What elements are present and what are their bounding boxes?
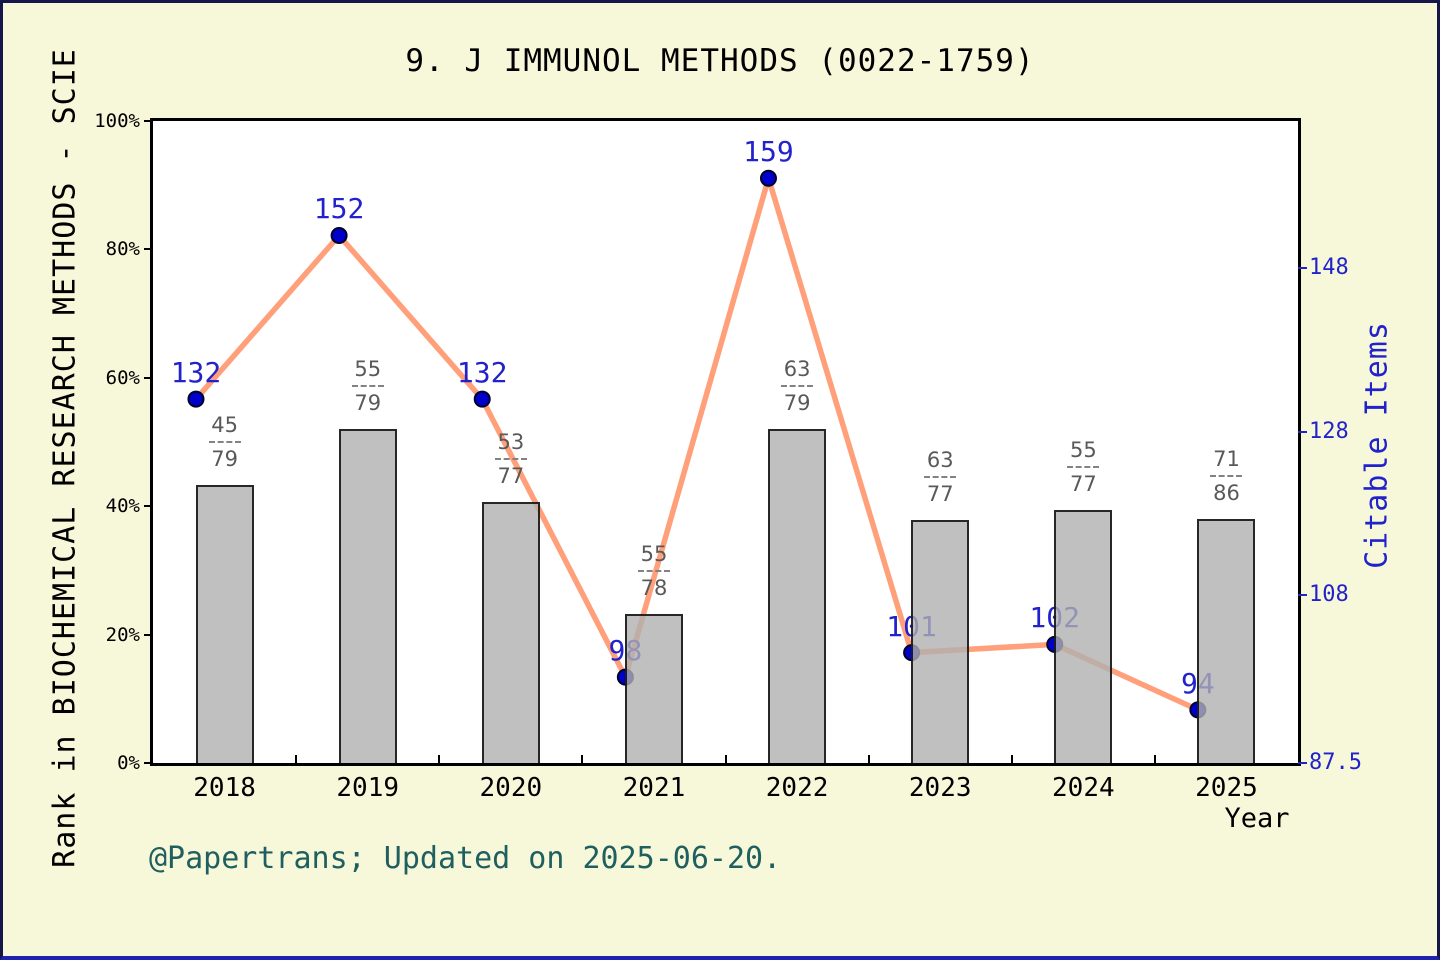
left-axis-tick-label: 0% <box>117 752 140 774</box>
right-axis-tick <box>1298 762 1307 764</box>
rank-denominator: 77 <box>497 463 525 488</box>
citable-value-label: 132 <box>456 356 508 390</box>
rank-bar-2019 <box>338 429 397 763</box>
right-axis-tick-label: 128 <box>1309 418 1349 444</box>
right-axis-tick-label: 87.5 <box>1309 750 1362 775</box>
right-axis-tick <box>1298 594 1307 597</box>
left-axis-tick-label: 40% <box>105 495 140 518</box>
fraction-divider-line <box>637 570 670 573</box>
x-axis-minor-tick <box>438 755 441 763</box>
x-tick-label-2025: 2025 <box>1195 773 1258 803</box>
citable-value-label: 159 <box>743 135 794 169</box>
left-axis-tick <box>144 120 153 122</box>
fraction-divider-line <box>924 475 957 478</box>
rank-numerator: 55 <box>640 542 668 567</box>
fraction-divider-line <box>208 441 241 443</box>
x-tick-label-2018: 2018 <box>193 773 256 803</box>
left-axis-tick-label: 60% <box>105 366 140 389</box>
fraction-divider-line <box>494 457 527 460</box>
citable-point-2018 <box>187 390 205 408</box>
left-axis-tick <box>144 633 153 636</box>
rank-bar-2022 <box>768 429 827 763</box>
citable-value-label: 152 <box>313 192 365 226</box>
rank-bar-2025 <box>1197 519 1256 763</box>
left-axis-tick <box>144 505 153 508</box>
right-axis-tick <box>1298 267 1307 270</box>
rank-denominator: 79 <box>211 447 238 471</box>
x-tick-label-2019: 2019 <box>336 773 400 803</box>
x-axis-title: Year <box>1224 803 1290 834</box>
rank-numerator: 63 <box>783 357 811 382</box>
rank-numerator: 55 <box>354 357 382 382</box>
rank-numerator: 71 <box>1213 447 1240 472</box>
fraction-divider-line <box>1067 466 1100 469</box>
rank-fraction-label: 55 79 <box>318 357 418 415</box>
right-axis-tick <box>1298 430 1307 433</box>
x-tick-label-2022: 2022 <box>765 773 829 803</box>
citable-point-2020 <box>473 390 491 408</box>
x-tick-label-2021: 2021 <box>622 773 686 803</box>
rank-bar-2020 <box>481 501 540 763</box>
rank-fraction-label: 71 86 <box>1176 447 1276 505</box>
x-tick-label-2024: 2024 <box>1052 773 1115 803</box>
rank-fraction-label: 55 78 <box>604 542 704 600</box>
plot-area: 1321521329815910110294 45795579537755786… <box>150 118 1301 766</box>
rank-fraction-label: 63 79 <box>747 357 847 415</box>
rank-numerator: 53 <box>497 429 525 454</box>
rank-bar-2018 <box>195 485 254 763</box>
left-axis-tick-label: 20% <box>105 623 140 646</box>
fraction-divider-line <box>1210 475 1243 478</box>
right-axis-title: Citable Items <box>1359 321 1395 569</box>
citable-items-line <box>193 175 1201 713</box>
rank-fraction-label: 63 77 <box>890 448 990 506</box>
fraction-divider-line <box>351 385 384 388</box>
x-axis-minor-tick <box>1010 755 1013 763</box>
rank-denominator: 86 <box>1213 481 1240 506</box>
x-axis-minor-tick <box>867 755 870 763</box>
left-axis-tick-label: 100% <box>94 110 140 132</box>
rank-numerator: 63 <box>926 447 954 472</box>
right-axis-tick-label: 108 <box>1309 582 1349 608</box>
x-tick-label-2020: 2020 <box>479 773 543 803</box>
rank-numerator: 45 <box>211 413 238 437</box>
x-axis-minor-tick <box>581 755 584 763</box>
citable-value-label: 132 <box>170 356 222 390</box>
rank-denominator: 77 <box>926 481 954 506</box>
rank-denominator: 78 <box>640 576 668 601</box>
citable-point-2022 <box>759 169 777 187</box>
x-axis-minor-tick <box>724 755 727 763</box>
rank-fraction-label: 53 77 <box>461 430 561 488</box>
rank-bar-2023 <box>911 519 970 763</box>
right-axis-tick-label: 148 <box>1309 255 1349 281</box>
rank-denominator: 77 <box>1069 472 1097 497</box>
rank-denominator: 79 <box>354 391 382 416</box>
rank-bar-2021 <box>624 614 683 763</box>
left-axis-title: Rank in BIOCHEMICAL RESEARCH METHODS - S… <box>47 48 83 868</box>
citable-point-2019 <box>330 226 348 244</box>
x-axis-minor-tick <box>1153 755 1156 763</box>
fraction-divider-line <box>781 385 814 388</box>
watermark-text: @Papertrans; Updated on 2025-06-20. <box>149 841 782 876</box>
left-axis-tick <box>144 762 153 764</box>
rank-bar-2024 <box>1054 510 1113 763</box>
rank-denominator: 79 <box>783 391 811 416</box>
left-axis-tick <box>144 248 153 251</box>
rank-fraction-label: 55 77 <box>1033 438 1133 496</box>
x-axis-minor-tick <box>295 755 298 763</box>
rank-fraction-label: 45 79 <box>175 413 275 471</box>
x-tick-label-2023: 2023 <box>908 773 972 803</box>
left-axis-tick-label: 80% <box>105 238 140 261</box>
rank-numerator: 55 <box>1069 438 1097 463</box>
chart-title: 9. J IMMUNOL METHODS (0022-1759) <box>405 43 1035 79</box>
left-axis-tick <box>144 376 153 379</box>
